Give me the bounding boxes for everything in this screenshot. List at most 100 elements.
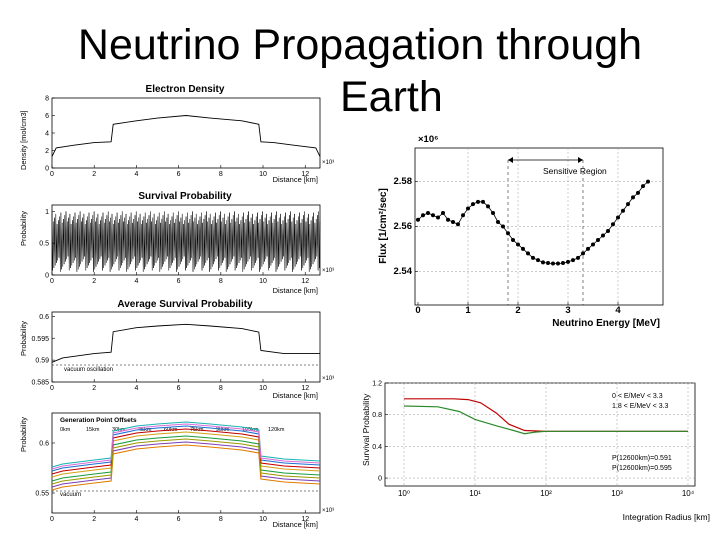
x-tick-label: 8 [219,385,223,392]
data-point [446,217,450,222]
y-tick-label: 6 [45,113,49,120]
data-point [456,222,460,227]
x-tick-label: 12 [301,516,309,523]
x-axis-label: Neutrino Energy [MeV] [552,318,660,329]
data-point [646,179,650,184]
y-axis-label: Probability [19,321,28,356]
y-tick-label: 0.6 [39,314,49,321]
slide-title-line2: Earth [340,73,443,121]
data-point [471,202,475,207]
oscillation-curve [51,211,321,272]
y-tick-label: 2 [45,148,49,155]
x-tick-label: 8 [219,516,223,523]
data-point [421,213,425,218]
y-tick-label: 0 [45,166,49,173]
legend: 0 < E/MeV < 3.3 1.8 < E/MeV < 3.3 P(12600k… [612,393,672,472]
data-point [531,255,535,260]
slide-title: Neutrino Propagation through [77,21,643,69]
data-point [581,251,585,256]
data-point [526,251,530,256]
x-tick-label: 4 [134,278,138,285]
data-point [611,222,615,227]
x-tick-label: 8 [219,171,223,178]
data-point [641,184,645,189]
x-tick-label: 10⁴ [682,489,695,498]
legend-entry: 1.8 < E/MeV < 3.3 [612,403,669,410]
data-point [606,228,610,233]
radius-curve [403,405,688,435]
y-tick-label: 0.4 [372,444,382,451]
y-tick-label: 0 [45,273,49,280]
y-tick-label: 1.2 [372,381,382,388]
x-exponent: ×10³ [322,268,334,274]
y-tick-label: 0.585 [31,380,49,387]
data-point [466,206,470,211]
x-tick-label: 3 [565,305,570,316]
y-tick-label: 0.6 [39,441,49,448]
probability-note: P(12600km)=0.591 [612,455,672,462]
electron-density-panel: Electron Density Density [mol/cm3] Dista… [19,84,334,184]
data-point [571,258,575,263]
data-point [561,261,565,266]
data-point [431,213,435,218]
legend-entry: 15km [86,427,100,433]
electron-density-title: Electron Density [146,84,225,95]
x-axis-label: Integration Radius [km] [623,512,710,522]
y-tick-label: 1 [45,209,49,216]
data-point [426,211,430,216]
x-tick-label: 0 [50,278,54,285]
average-survival-title: Average Survival Probability [117,299,253,310]
data-point [601,233,605,238]
integration-panel: Survival Probability Integration Radius … [361,381,710,523]
data-point [621,208,625,213]
x-tick-label: 10³ [611,489,623,498]
plot-frame [384,382,696,487]
x-tick-label: 4 [615,305,621,316]
y-tick-label: 8 [45,96,49,103]
data-point [511,237,515,242]
data-point [556,261,560,266]
x-tick-label: 6 [177,385,181,392]
plot-frame [51,311,321,383]
y-tick-label: 2.54 [394,266,413,277]
data-point [536,258,540,263]
x-tick-label: 10 [259,516,267,523]
x-tick-label: 0 [50,171,54,178]
y-axis-label: Probability [19,211,28,246]
y-axis-label: Flux [1/cm²/sec] [378,188,389,264]
x-tick-label: 4 [134,171,138,178]
data-point [546,261,550,266]
survival-probability-title: Survival Probability [138,191,232,202]
legend-title: Generation Point Offsets [60,417,137,424]
data-point [496,220,500,225]
x-axis-label: Distance [km] [273,175,318,184]
legend-entry: 45km [138,427,152,433]
data-point [501,224,505,229]
y-tick-label: 2.56 [394,221,413,232]
x-tick-label: 8 [219,278,223,285]
x-axis-label: Distance [km] [273,286,318,295]
x-tick-label: 4 [134,385,138,392]
data-point [586,246,590,251]
x-tick-label: 4 [134,516,138,523]
x-exponent: ×10³ [322,160,334,166]
data-point [416,217,420,222]
offset-curve [51,438,321,485]
x-exponent: ×10³ [322,376,334,382]
x-tick-label: 10 [259,171,267,178]
data-point [491,211,495,216]
y-tick-label: 0.8 [372,412,382,419]
data-point [631,195,635,200]
data-point [451,220,455,225]
radius-curve [404,398,688,432]
y-axis-label: Density [mol/cm3] [19,110,28,170]
average-curve [51,323,320,363]
data-point [436,215,440,220]
y-tick-label: 4 [45,131,49,138]
x-tick-label: 2 [515,305,520,316]
data-point [441,211,445,216]
legend-entry: 120km [268,427,285,433]
x-tick-label: 2 [92,278,96,285]
data-point [486,204,490,209]
